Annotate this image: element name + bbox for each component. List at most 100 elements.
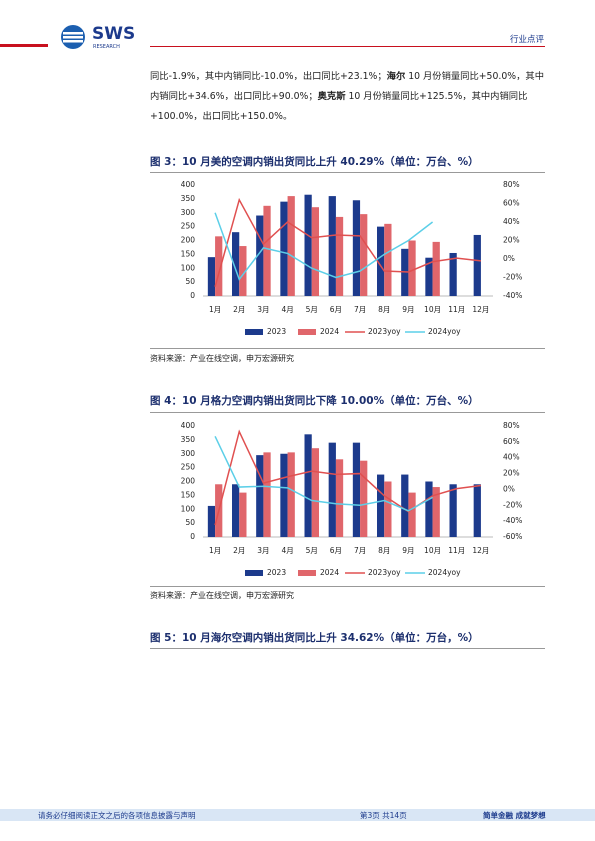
x-tick-label: 6月 — [330, 305, 342, 314]
bar — [335, 459, 344, 537]
y2-tick-label: 0% — [503, 254, 515, 263]
rule — [150, 648, 545, 649]
footer-notice: 请务必仔细阅读正文之后的各项信息披露与声明 — [38, 811, 196, 820]
bar — [384, 223, 392, 296]
x-tick-label: 1月 — [209, 305, 221, 314]
bar — [360, 460, 368, 537]
x-tick-label: 1月 — [209, 546, 221, 555]
logo-sub: RESEARCH — [93, 44, 120, 50]
bar — [256, 455, 264, 537]
bar — [328, 442, 336, 537]
x-tick-label: 5月 — [306, 546, 318, 555]
text-run: 10 月份销量同比+125.5%，其中内销同比+100.0%，出口同比+150.… — [150, 91, 528, 122]
y-tick-label: 400 — [181, 180, 196, 189]
line-series — [214, 197, 482, 287]
y-tick-label: 0 — [190, 532, 195, 541]
legend-label: 2024yoy — [428, 568, 461, 577]
y2-tick-label: 60% — [503, 199, 520, 208]
y-tick-label: 0 — [190, 291, 195, 300]
bar — [473, 484, 481, 537]
x-tick-label: 12月 — [472, 546, 489, 555]
legend-label: 2024 — [320, 327, 339, 336]
x-tick-label: 7月 — [354, 546, 366, 555]
y2-tick-label: -40% — [503, 291, 522, 300]
y-tick-label: 50 — [185, 277, 195, 286]
y2-tick-label: -40% — [503, 516, 522, 525]
bar — [287, 196, 295, 296]
bar — [239, 246, 247, 296]
text-run: 同比-1.9%，其中内销同比-10.0%，出口同比+23.1%； — [150, 71, 387, 82]
x-tick-label: 8月 — [378, 305, 390, 314]
legend-swatch — [298, 570, 316, 576]
logo-icon — [61, 25, 85, 49]
y-tick-label: 100 — [181, 504, 196, 513]
y2-tick-label: 40% — [503, 453, 520, 462]
x-tick-label: 2月 — [233, 305, 245, 314]
y-tick-label: 100 — [181, 263, 196, 272]
y-tick-label: 50 — [185, 518, 195, 527]
y-tick-label: 250 — [181, 222, 196, 231]
legend-label: 2023 — [267, 568, 286, 577]
figure-title: 图 4：10 月格力空调内销出货同比下降 10.00%（单位：万台、%） — [150, 395, 479, 407]
page-number: 第3页 共14页 — [360, 811, 407, 820]
footer-band — [0, 809, 595, 821]
bar — [425, 257, 433, 296]
y-tick-label: 300 — [181, 449, 196, 458]
text-run: 奥克斯 — [317, 91, 346, 102]
legend-label: 2023 — [267, 327, 286, 336]
x-tick-label: 3月 — [257, 546, 269, 555]
bar — [311, 207, 319, 296]
x-tick-label: 9月 — [402, 546, 414, 555]
y2-tick-label: 20% — [503, 236, 520, 245]
x-tick-label: 10月 — [424, 305, 441, 314]
y2-tick-label: -20% — [503, 500, 522, 509]
legend-label: 2024 — [320, 568, 339, 577]
x-tick-label: 2月 — [233, 546, 245, 555]
bar — [215, 236, 223, 296]
x-tick-label: 11月 — [448, 305, 465, 314]
line-series — [214, 435, 433, 512]
x-tick-label: 7月 — [354, 305, 366, 314]
body-paragraph: 同比-1.9%，其中内销同比-10.0%，出口同比+23.1%；海尔 10 月份… — [150, 67, 548, 127]
bar — [311, 448, 319, 537]
x-tick-label: 5月 — [306, 305, 318, 314]
y-tick-label: 350 — [181, 435, 196, 444]
y-tick-label: 400 — [181, 421, 196, 430]
rule — [150, 172, 545, 173]
legend-label: 2023yoy — [368, 327, 401, 336]
y-tick-label: 300 — [181, 208, 196, 217]
bar — [377, 226, 385, 296]
bar — [449, 484, 457, 537]
x-tick-label: 4月 — [281, 305, 293, 314]
bar — [360, 214, 368, 296]
y2-tick-label: 40% — [503, 217, 520, 226]
x-tick-label: 11月 — [448, 546, 465, 555]
legend-swatch — [245, 329, 263, 335]
legend-swatch — [245, 570, 263, 576]
bar — [425, 481, 433, 537]
bar — [352, 442, 361, 537]
y-tick-label: 200 — [181, 236, 196, 245]
bar — [384, 481, 392, 537]
chart: 0 50 100 150 200 250 300 350 400 -40% -20% 0% 20% 40%… — [181, 180, 523, 336]
bar — [239, 492, 247, 537]
x-tick-label: 4月 — [281, 546, 293, 555]
x-tick-label: 3月 — [257, 305, 269, 314]
bar — [280, 453, 288, 537]
bar — [232, 232, 240, 296]
header-rule — [0, 44, 48, 47]
bar — [473, 234, 481, 296]
y2-tick-label: 60% — [503, 437, 520, 446]
y-tick-label: 150 — [181, 490, 196, 499]
rule — [150, 348, 545, 349]
y-tick-label: 250 — [181, 463, 196, 472]
figure-title: 图 5：10 月海尔空调内销出货同比上升 34.62%（单位：万台，%） — [150, 632, 479, 644]
bar — [335, 216, 344, 296]
source-note: 资料来源：产业在线空调，申万宏源研究 — [150, 354, 294, 363]
legend-label: 2024yoy — [428, 327, 461, 336]
bar — [449, 252, 457, 296]
bar — [232, 484, 240, 537]
x-tick-label: 10月 — [424, 546, 441, 555]
bar — [207, 505, 216, 537]
